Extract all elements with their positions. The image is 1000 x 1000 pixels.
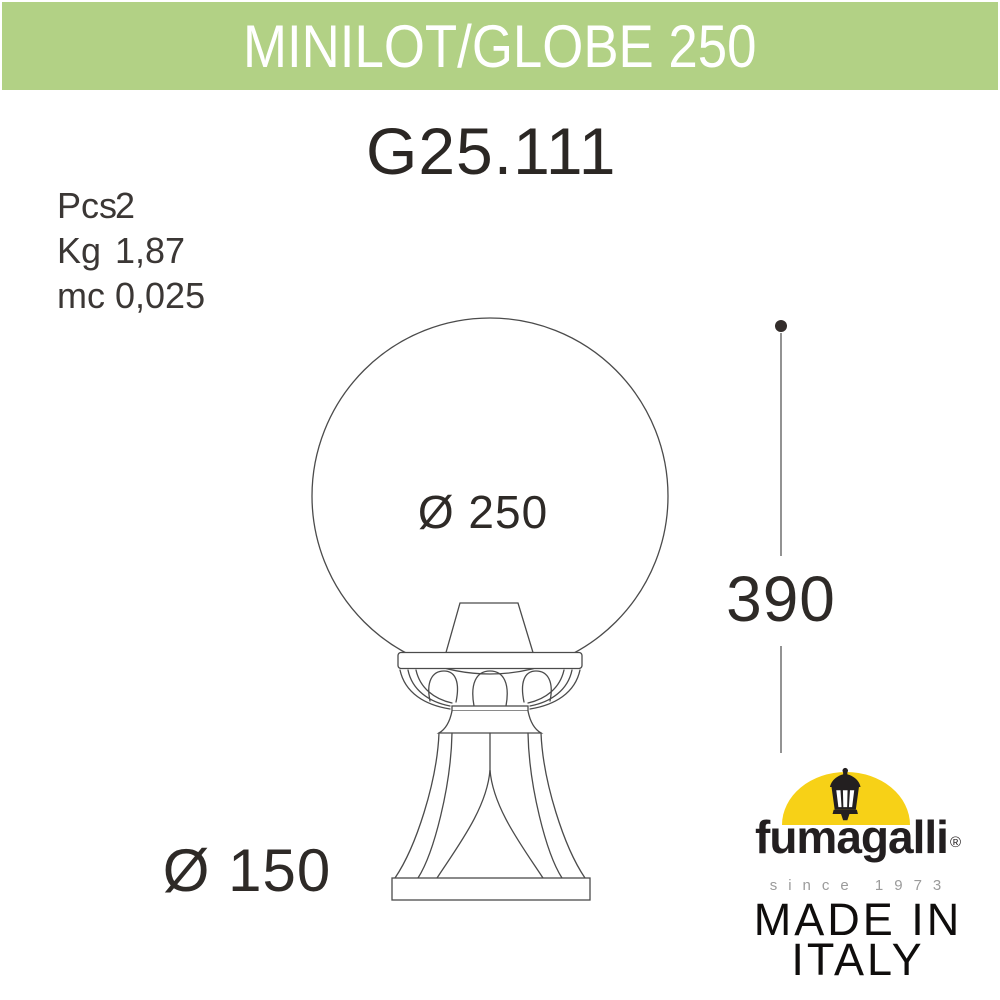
bracket-curve bbox=[407, 669, 451, 707]
spec-label-mc: mc bbox=[57, 274, 105, 316]
spec-list: Pcs 2 Kg 1,87 mc 0,025 bbox=[57, 183, 205, 318]
column-edge-right bbox=[540, 732, 586, 879]
bracket-curve bbox=[529, 669, 581, 710]
dimension-dot-icon bbox=[775, 320, 787, 332]
spec-value-pcs: 2 bbox=[115, 184, 136, 226]
pedestal-band bbox=[451, 705, 529, 712]
lamp-collar bbox=[397, 651, 583, 670]
product-banner: MINILOT/GLOBE 250 bbox=[2, 2, 998, 90]
bracket-curve bbox=[529, 669, 573, 707]
globe-outline bbox=[311, 317, 669, 675]
product-name-title: MINILOT/GLOBE 250 bbox=[243, 12, 757, 80]
column-line-left bbox=[417, 732, 453, 879]
spec-label-pcs: Pcs bbox=[57, 184, 118, 226]
made-in-line2: ITALY bbox=[791, 934, 925, 985]
fumagalli-logo: fumagalli ® since 1973 MADE IN ITALY bbox=[750, 767, 966, 985]
product-code: G25.111 bbox=[366, 114, 617, 188]
column-line-right bbox=[527, 732, 563, 879]
spec-row-mc: mc 0,025 bbox=[57, 273, 205, 318]
since-line: since 1973 bbox=[769, 877, 953, 894]
registered-trademark-icon: ® bbox=[949, 833, 961, 851]
brand-name: fumagalli bbox=[755, 811, 949, 863]
spec-row-pcs: Pcs 2 bbox=[57, 183, 205, 228]
bracket-curve bbox=[399, 669, 451, 710]
height-value: 390 bbox=[726, 563, 836, 635]
globe-diameter-label: Ø 250 bbox=[418, 486, 548, 538]
bracket-arch bbox=[428, 670, 459, 703]
made-in-line1: MADE IN bbox=[753, 894, 963, 945]
spec-value-kg: 1,87 bbox=[115, 229, 186, 271]
spec-row-kg: Kg 1,87 bbox=[57, 228, 205, 273]
column-petal bbox=[436, 769, 544, 879]
brand-row: fumagalli ® bbox=[750, 814, 966, 872]
bracket-arch bbox=[521, 670, 552, 703]
lamp-neck bbox=[445, 602, 534, 654]
pedestal-flare bbox=[436, 710, 544, 734]
lamp-base bbox=[391, 877, 591, 901]
lantern-icon bbox=[829, 767, 861, 821]
spec-value-mc: 0,025 bbox=[115, 274, 206, 316]
spec-label-kg: Kg bbox=[57, 229, 102, 271]
bracket-arch bbox=[472, 670, 508, 707]
column-edge-left bbox=[394, 732, 440, 879]
height-dimension: 390 bbox=[726, 320, 836, 753]
base-diameter-label: Ø 150 bbox=[163, 837, 331, 904]
